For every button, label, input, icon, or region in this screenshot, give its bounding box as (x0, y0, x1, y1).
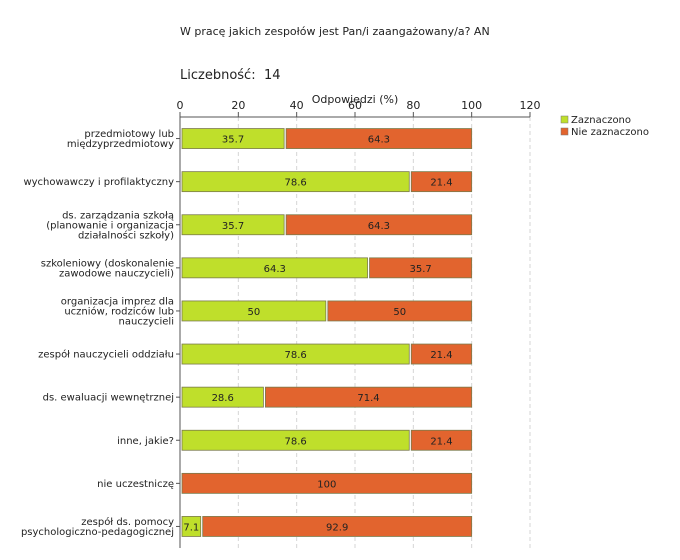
bar-value-label: 64.3 (368, 135, 390, 146)
bar-value-label: 28.6 (212, 393, 234, 404)
bar-segment (181, 429, 410, 451)
category-label: zespół nauczycieli oddziału (38, 349, 174, 361)
bar-segment (181, 386, 264, 408)
bars: 35.7 64.3 78.6 21.4 35.7 64.3 64.3 35.7 50 50 78.6… (181, 128, 473, 537)
bar-value-label: 71.4 (357, 393, 379, 404)
x-axis-label: Odpowiedzi (%) (312, 93, 399, 106)
x-tick-label: 60 (348, 99, 362, 112)
bar-segment (181, 171, 410, 193)
bar-segment (202, 516, 473, 537)
bar-value-label: 50 (393, 307, 406, 318)
bar-segment (285, 214, 473, 236)
count-value: 14 (264, 68, 281, 83)
bar-segment (410, 171, 473, 193)
legend-swatch (560, 115, 569, 124)
x-tick-label: 40 (290, 99, 304, 112)
bar-value-label: 100 (317, 479, 336, 490)
bar-value-label: 78.6 (284, 178, 306, 189)
category-label: inne, jakie? (117, 436, 174, 447)
x-tick-label: 100 (461, 99, 482, 112)
category-label: szkoleniowy (doskonalenie zawodowe nauczy… (41, 258, 174, 279)
bar-segment (285, 128, 473, 149)
bar-value-label: 92.9 (326, 522, 348, 533)
bar-value-label: 35.7 (222, 221, 244, 232)
bar-segment (265, 386, 473, 408)
category-label: wychowawczy i profilaktyczny (23, 177, 174, 188)
bar-segment (181, 472, 473, 494)
bar-value-label: 21.4 (430, 350, 452, 361)
axes: 0 20 40 60 80 100 120 przedmiotowy lub międzyprz… (21, 99, 541, 548)
legend-label: Nie zaznaczono (571, 127, 649, 138)
bar-segment (181, 128, 285, 149)
category-label: organizacja imprez dla uczniów, rodziców … (61, 296, 174, 327)
category-label: przedmiotowy lub międzyprzedmiotowy (67, 129, 174, 150)
legend-swatch (560, 127, 569, 136)
bar-segment (410, 343, 473, 365)
bar-value-label: 35.7 (222, 135, 244, 146)
count-label: Liczebność: (180, 68, 256, 83)
legend-label: Zaznaczono (571, 115, 631, 126)
bar-value-label: 78.6 (284, 350, 306, 361)
bar-value-label: 50 (248, 307, 261, 318)
x-tick-label: 0 (177, 99, 184, 112)
bar-value-label: 64.3 (368, 221, 390, 232)
category-label: zespół ds. pomocy psychologiczno-pedagogi… (21, 516, 174, 538)
x-tick-label: 80 (406, 99, 420, 112)
category-label: ds. ewaluacji wewnętrznej (43, 393, 174, 404)
bar-value-label: 7.1 (183, 522, 199, 533)
chart-title: W pracę jakich zespołów jest Pan/i zaang… (180, 25, 490, 38)
bar-segment (181, 214, 285, 236)
bar-value-label: 64.3 (264, 264, 286, 275)
bar-segment (327, 300, 473, 322)
bar-segment (410, 429, 473, 451)
bar-value-label: 78.6 (284, 436, 306, 447)
bar-value-label: 35.7 (409, 264, 431, 275)
bar-segment (181, 343, 410, 365)
category-label: ds. zarządzania szkołą (planowanie i orga… (46, 210, 174, 241)
category-label: nie uczestniczę (97, 479, 174, 490)
x-tick-label: 120 (520, 99, 541, 112)
bar-value-label: 21.4 (430, 178, 452, 189)
bar-segment (181, 516, 202, 537)
bar-segment (181, 257, 368, 279)
x-tick-label: 20 (231, 99, 245, 112)
bar-segment (181, 300, 327, 322)
bar-value-label: 21.4 (430, 436, 452, 447)
bar-segment (369, 257, 473, 279)
